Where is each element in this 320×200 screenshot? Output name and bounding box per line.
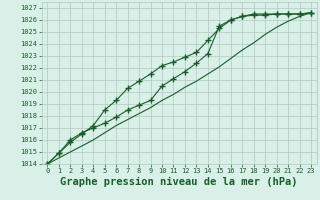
X-axis label: Graphe pression niveau de la mer (hPa): Graphe pression niveau de la mer (hPa): [60, 177, 298, 187]
